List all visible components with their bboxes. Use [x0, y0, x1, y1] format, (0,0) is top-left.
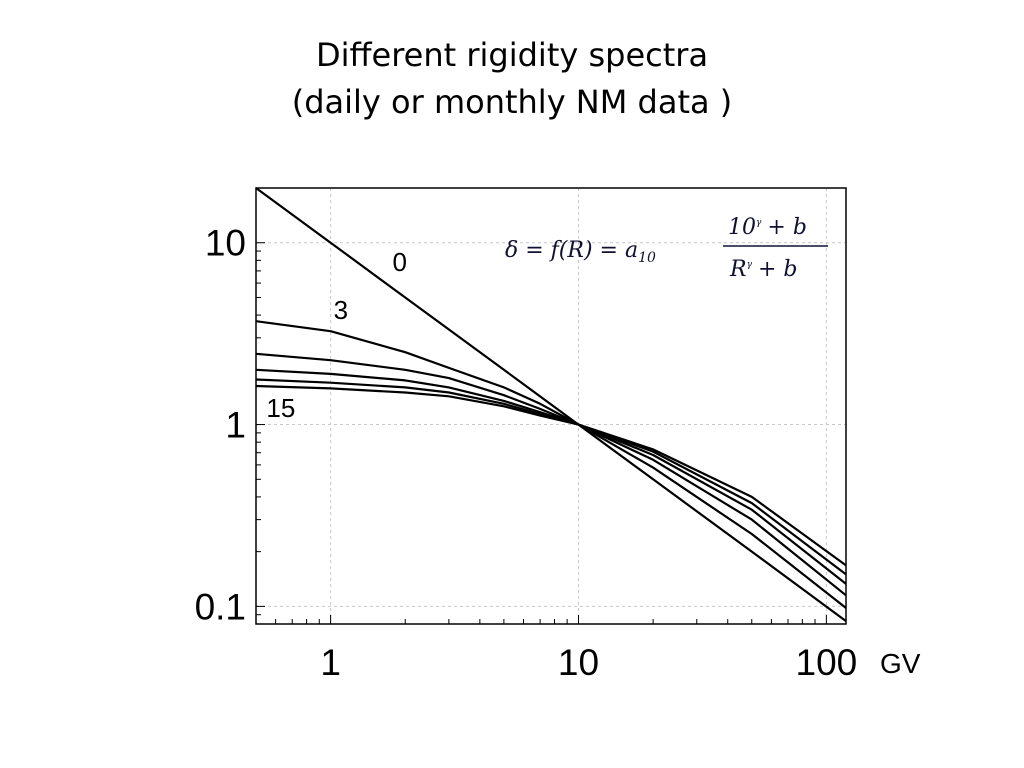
x-tick-label: 1	[320, 642, 341, 683]
plot-frame	[255, 187, 847, 625]
formula-numerator-base: 10	[728, 215, 756, 240]
tick-layer	[255, 187, 827, 625]
spectrum-curve-gamma-15	[255, 384, 847, 567]
y-tick-label: 0.1	[195, 586, 246, 627]
y-tick-label: 10	[205, 223, 246, 264]
slide-title-line-2: (daily or monthly NM data )	[291, 83, 733, 121]
spectrum-curve-gamma-6	[255, 352, 847, 597]
formula-subscript: 10	[638, 250, 656, 266]
spectrum-curve-gamma-3	[255, 320, 847, 609]
slide-title-line-1: Different rigidity spectra	[315, 36, 709, 74]
y-tick-label: 1	[225, 405, 246, 446]
formula-numerator-exponent: γ	[756, 218, 762, 228]
spectrum-curve-gamma-12	[255, 378, 847, 576]
formula-denominator-base: R	[729, 257, 747, 282]
formula-lhs-text: δ = f(R) = a	[505, 238, 638, 263]
curve-label: 3	[334, 295, 348, 325]
x-unit-label: GV	[880, 648, 921, 679]
curve-label: 15	[266, 393, 295, 423]
formula-denominator-exponent: γ	[747, 260, 753, 270]
grid-layer	[256, 188, 846, 624]
x-tick-label: 100	[796, 642, 858, 683]
slide-title: Different rigidity spectra (daily or mon…	[0, 32, 1024, 126]
formula-lhs: δ = f(R) = a10	[505, 238, 656, 266]
formula-denominator-plus-b: + b	[758, 257, 798, 282]
spectrum-formula: δ = f(R) = a10 10γ + b Rγ + b	[505, 215, 828, 282]
series-layer	[255, 187, 847, 622]
formula-numerator: 10γ + b	[728, 215, 807, 240]
formula-numerator-plus-b: + b	[767, 215, 807, 240]
x-tick-label: 10	[558, 642, 599, 683]
spectrum-curve-gamma-0	[255, 187, 847, 622]
spectrum-curve-gamma-9	[255, 368, 847, 585]
curve-label: 0	[392, 247, 406, 277]
formula-denominator: Rγ + b	[729, 257, 797, 282]
